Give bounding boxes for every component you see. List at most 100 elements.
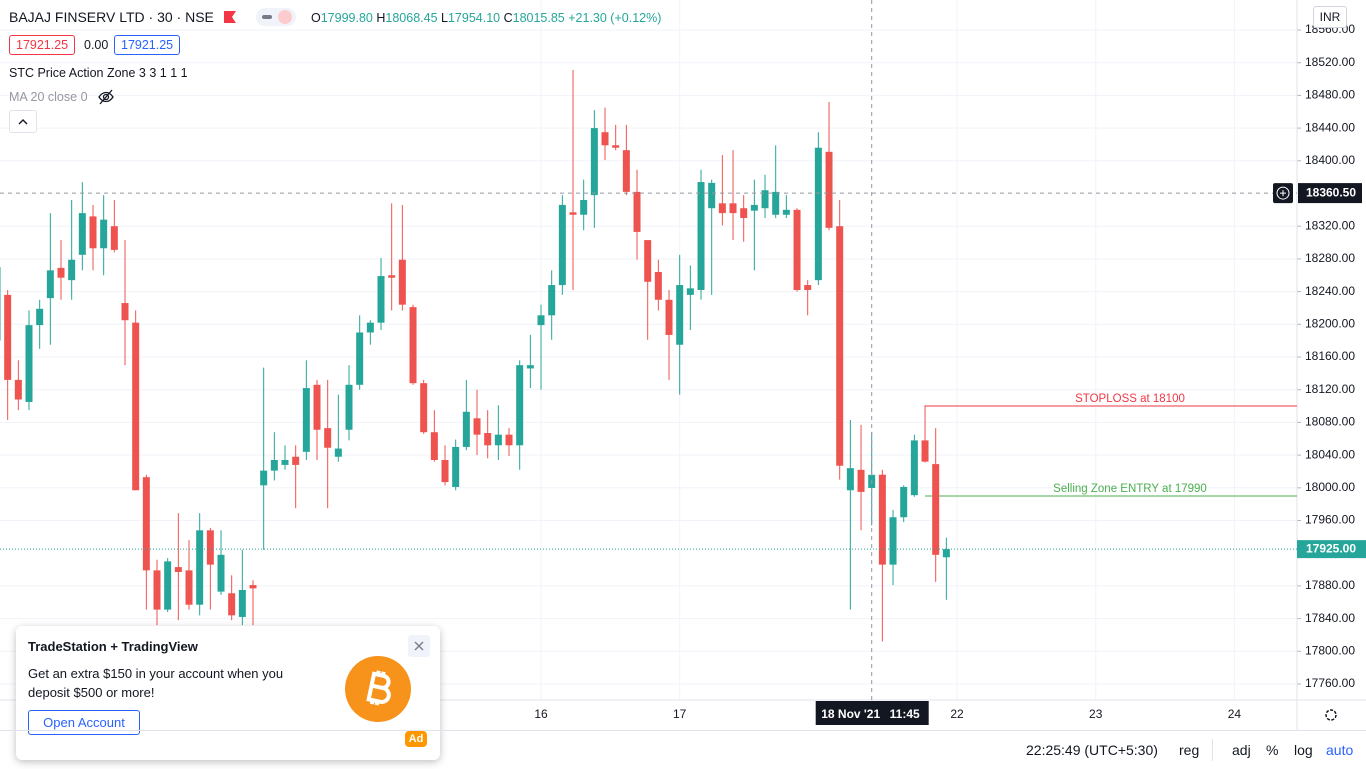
price-line-label: STOPLOSS at 18100 — [1075, 393, 1185, 405]
candle-body — [846, 468, 854, 491]
candle-body — [217, 554, 225, 592]
candle-body — [932, 464, 940, 555]
y-tick-label: 18280.00 — [1305, 251, 1355, 265]
settings-icon — [1325, 709, 1337, 721]
indicator-ma[interactable]: MA 20 close 0 — [9, 90, 88, 104]
spread: 0.00 — [84, 38, 108, 52]
crosshair-time: 11:45 — [890, 707, 920, 721]
chart: 17760.00 17800.00 17840.00 17880.00 17960.00… — [0, 0, 1366, 730]
y-tick-label: 17960.00 — [1305, 513, 1355, 527]
scale-button[interactable]: % — [1266, 742, 1279, 758]
add-icon — [1280, 190, 1286, 197]
candle-body — [46, 270, 54, 299]
ohlc-key: O — [311, 11, 321, 25]
hidden-eye-icon[interactable] — [97, 88, 115, 106]
candle-body — [622, 150, 630, 192]
collapse-button[interactable] — [9, 110, 37, 133]
crosshair-date: 18 Nov '21 — [821, 707, 880, 721]
sell-price[interactable]: 17921.25 — [9, 35, 76, 55]
close-icon — [414, 641, 424, 651]
candle-body — [409, 307, 417, 384]
candle-body — [676, 285, 684, 345]
candle-body — [473, 418, 481, 435]
candle-body — [665, 299, 673, 335]
symbol-title[interactable]: BAJAJ FINSERV LTD · 30 · NSE — [9, 9, 214, 25]
x-tick-label: 16 — [534, 707, 548, 721]
candle-body — [793, 209, 801, 290]
close-button[interactable] — [408, 635, 430, 657]
candle-body — [441, 460, 449, 483]
y-tick-label: 18040.00 — [1305, 447, 1355, 461]
candle-body — [68, 259, 76, 281]
crosshair-time-box — [815, 701, 929, 725]
candle-body — [590, 128, 598, 196]
status-bar: 22:25:49 (UTC+5:30) reg adj % log auto — [0, 730, 1366, 769]
indicator-label: MA 20 close 0 — [9, 90, 88, 104]
ohlc-key: L — [441, 11, 448, 25]
candle-body — [537, 315, 545, 326]
candle-body — [462, 411, 470, 447]
candle-body — [206, 530, 214, 565]
buy-price[interactable]: 17921.25 — [114, 35, 181, 55]
x-tick-label: 24 — [1228, 707, 1242, 721]
candle-body — [302, 388, 310, 452]
candle-body — [292, 456, 300, 465]
candle-body — [452, 446, 460, 487]
open-account-button[interactable]: Open Account — [28, 710, 140, 735]
candle-body — [633, 191, 641, 232]
candle-body — [644, 240, 652, 282]
add-icon — [1276, 186, 1290, 200]
y-tick-label: 18480.00 — [1305, 88, 1355, 102]
scale-button[interactable]: adj — [1232, 742, 1251, 758]
candle-body — [110, 226, 118, 250]
scale-button[interactable]: log — [1294, 742, 1313, 758]
scale-button[interactable]: reg — [1179, 742, 1200, 758]
candle-body — [750, 204, 758, 211]
candle-body — [174, 567, 182, 573]
candle-body — [942, 549, 950, 558]
candle-body — [804, 285, 812, 290]
candle-body — [601, 132, 609, 146]
candle-body — [25, 325, 33, 402]
candle-body — [430, 432, 438, 461]
indicator-stc[interactable]: STC Price Action Zone 3 3 1 1 1 — [9, 66, 188, 80]
status-pill[interactable] — [256, 8, 296, 26]
candle-body — [0, 267, 1, 341]
y-tick-label: 18400.00 — [1305, 153, 1355, 167]
currency-select[interactable]: INR — [1313, 6, 1347, 28]
candle-body — [57, 267, 65, 278]
ohlc-value: 17999.80 — [320, 11, 373, 25]
candle-body — [900, 486, 908, 518]
candle-body — [78, 213, 86, 255]
price: 17921.25 — [121, 38, 174, 52]
x-tick-label: 23 — [1089, 707, 1103, 721]
clock: 22:25:49 (UTC+5:30) — [1026, 742, 1158, 758]
candle-body — [548, 285, 556, 316]
candle-body — [910, 440, 918, 496]
flag-icon[interactable] — [222, 9, 238, 25]
y-tick-label: 18240.00 — [1305, 284, 1355, 298]
symbol: BAJAJ FINSERV LTD · 30 · NSE — [9, 9, 214, 25]
ohlc-change: +21.30 (+0.12%) — [568, 11, 662, 25]
candle-body — [825, 151, 833, 228]
scale-button[interactable]: auto — [1326, 742, 1354, 758]
spread-value: 0.00 — [84, 38, 109, 52]
ohlc-legend: O17999.80 H18068.45 L17954.10 C18015.85 … — [311, 11, 661, 25]
y-tick-label: 17880.00 — [1305, 578, 1355, 592]
candle-body — [4, 294, 12, 380]
candle-body — [89, 216, 97, 249]
y-tick-label: 18160.00 — [1305, 349, 1355, 363]
ad-title: TradeStation + TradingView — [28, 639, 198, 654]
y-tick-label: 17840.00 — [1305, 611, 1355, 625]
candle-body — [142, 477, 150, 571]
candle-body — [377, 276, 385, 323]
bitcoin-logo — [345, 656, 411, 722]
candle-body — [313, 384, 321, 430]
candle-body — [697, 182, 705, 290]
candle-body — [388, 275, 396, 278]
y-tick-label: 18120.00 — [1305, 382, 1355, 396]
ohlc-value: 18068.45 — [385, 11, 438, 25]
candle-body — [36, 308, 44, 326]
y-tick-label: 18200.00 — [1305, 316, 1355, 330]
